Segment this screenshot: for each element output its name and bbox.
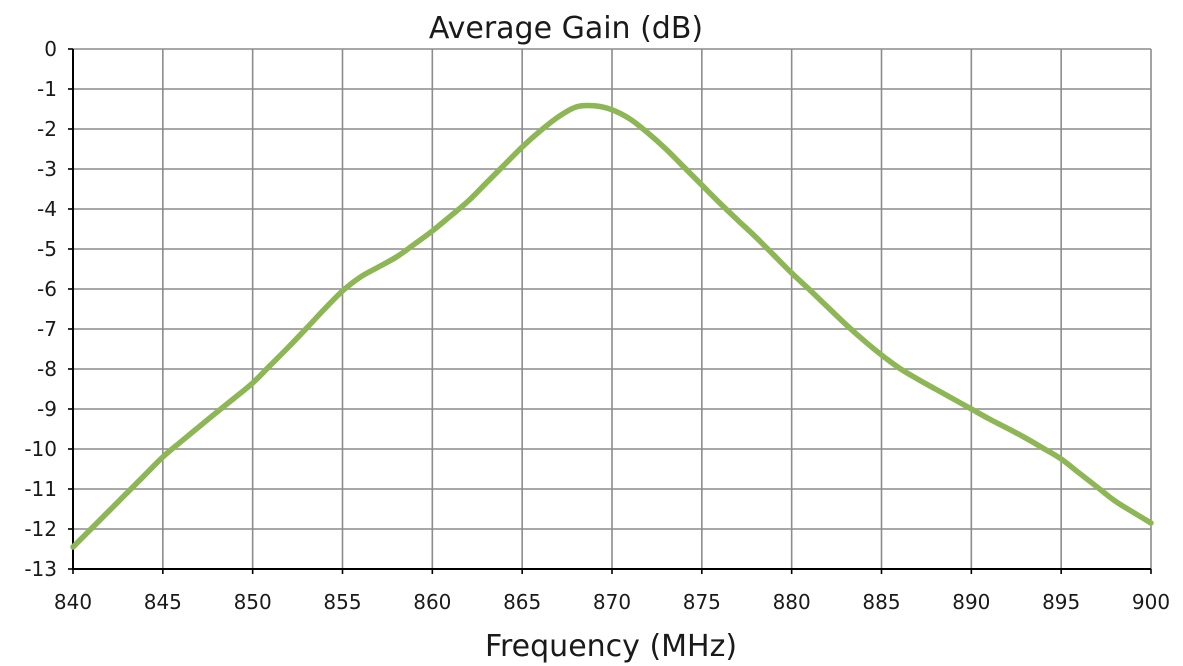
x-tick-label: 885 bbox=[862, 590, 900, 614]
x-tick-label: 900 bbox=[1132, 590, 1170, 614]
y-tick-label: -5 bbox=[37, 237, 57, 261]
chart-title: Average Gain (dB) bbox=[429, 11, 703, 46]
series-layer bbox=[70, 102, 1154, 550]
y-tick-label: -12 bbox=[24, 517, 57, 541]
y-tick-label: -8 bbox=[37, 357, 57, 381]
y-tick-label: 0 bbox=[44, 37, 57, 61]
y-tick-label: -4 bbox=[37, 197, 57, 221]
x-axis-title: Frequency (MHz) bbox=[485, 629, 737, 664]
y-axis-ticks: 0 -1 -2 -3 -4 -5 -6 -7 -8 -9 -10 -11 -12 -13 bbox=[24, 37, 73, 581]
y-tick-label: -3 bbox=[37, 157, 57, 181]
x-tick-label: 845 bbox=[144, 590, 182, 614]
y-tick-label: -1 bbox=[37, 77, 57, 101]
x-tick-label: 860 bbox=[413, 590, 451, 614]
x-tick-label: 865 bbox=[503, 590, 541, 614]
x-axis-ticks: 840 845 850 855 860 865 870 875 880 885 890 895 900 bbox=[54, 569, 1170, 614]
x-tick-label: 875 bbox=[683, 590, 721, 614]
series-line-0 bbox=[70, 102, 1154, 550]
x-tick-label: 870 bbox=[593, 590, 631, 614]
x-tick-label: 840 bbox=[54, 590, 92, 614]
y-tick-label: -6 bbox=[37, 277, 57, 301]
y-tick-label: -10 bbox=[24, 437, 57, 461]
y-tick-label: -11 bbox=[24, 477, 57, 501]
x-tick-label: 895 bbox=[1042, 590, 1080, 614]
x-tick-label: 850 bbox=[234, 590, 272, 614]
y-tick-label: -7 bbox=[37, 317, 57, 341]
grid bbox=[72, 48, 1152, 570]
y-tick-label: -9 bbox=[37, 397, 57, 421]
x-tick-label: 855 bbox=[323, 590, 361, 614]
x-tick-label: 880 bbox=[773, 590, 811, 614]
x-tick-label: 890 bbox=[952, 590, 990, 614]
y-tick-label: -13 bbox=[24, 557, 57, 581]
y-tick-label: -2 bbox=[37, 117, 57, 141]
